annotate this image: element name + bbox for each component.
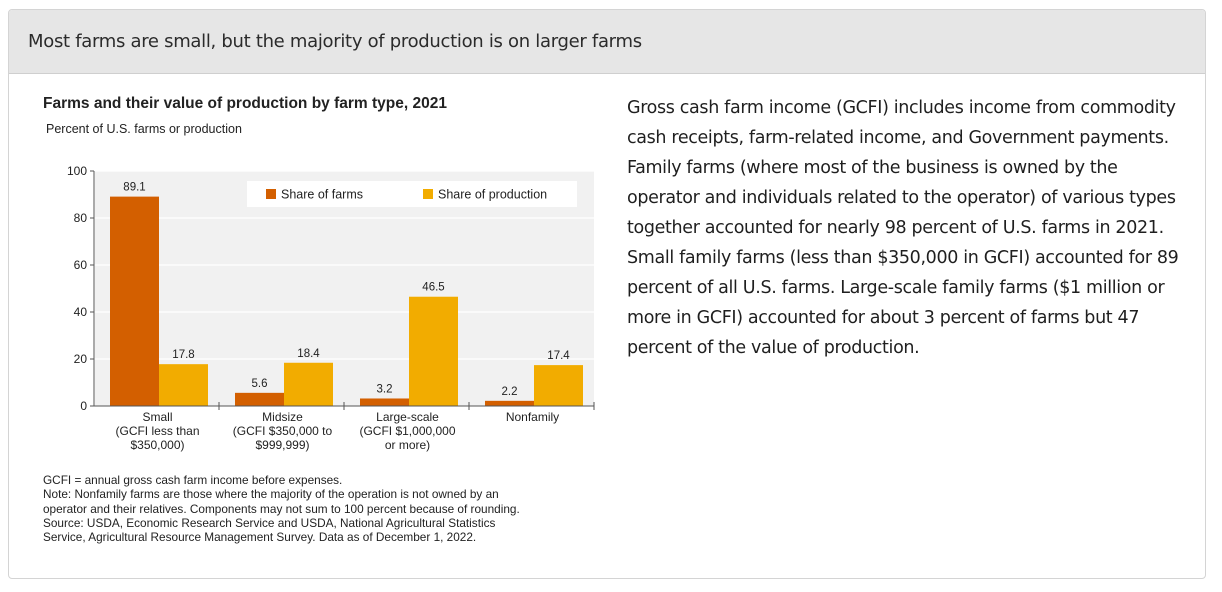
card-title: Most farms are small, but the majority o…: [28, 31, 642, 52]
legend-box: [247, 181, 577, 207]
legend-label: Share of farms: [281, 188, 363, 202]
chart-title: Farms and their value of production by f…: [43, 95, 447, 112]
y-tick-label: 100: [67, 164, 87, 178]
chart-notes: GCFI = annual gross cash farm income bef…: [43, 473, 603, 544]
legend-swatch: [423, 189, 433, 199]
legend-swatch: [266, 189, 276, 199]
x-tick-label: or more): [385, 438, 430, 452]
bar-share-of-production: [409, 296, 458, 406]
chart-y-axis-label: Percent of U.S. farms or production: [46, 122, 242, 136]
x-tick-label: Large-scale: [376, 410, 439, 424]
description-paragraph: Gross cash farm income (GCFI) includes i…: [627, 98, 1179, 358]
bar-share-of-farms: [485, 400, 534, 406]
bar-share-of-production: [284, 362, 333, 406]
data-label: 46.5: [422, 282, 444, 294]
x-tick-label: (GCFI less than: [115, 424, 199, 438]
y-tick-label: 60: [74, 258, 88, 272]
x-tick-label: $350,000): [130, 438, 184, 452]
chart-figure: Farms and their value of production by f…: [30, 90, 610, 550]
bar-chart: Share of farms Share of production 89.1 17.…: [67, 164, 595, 452]
card-header: Most farms are small, but the majority o…: [9, 10, 1205, 74]
data-label: 5.6: [252, 378, 268, 390]
y-tick-label: 40: [74, 305, 88, 319]
data-label: 3.2: [377, 383, 393, 395]
x-tick-label: $999,999): [255, 438, 309, 452]
x-tick-label: Nonfamily: [506, 410, 559, 424]
bar-share-of-production: [159, 364, 208, 406]
x-tick-label: (GCFI $1,000,000: [359, 424, 455, 438]
data-label: 2.2: [502, 386, 518, 398]
bar-share-of-production: [534, 365, 583, 406]
chart-note-line: operator and their relatives. Components…: [43, 501, 520, 516]
bar-share-of-farms: [110, 196, 159, 406]
data-label: 89.1: [123, 182, 145, 194]
y-tick-label: 0: [80, 399, 87, 413]
x-tick-label: (GCFI $350,000 to: [233, 424, 333, 438]
data-label: 17.8: [172, 349, 194, 361]
chart-note-line: GCFI = annual gross cash farm income bef…: [43, 473, 343, 487]
chart-note-line: Source: USDA, Economic Research Service …: [43, 515, 496, 530]
bar-share-of-farms: [235, 392, 284, 406]
y-tick-label: 20: [74, 352, 88, 366]
bar-share-of-farms: [360, 398, 409, 406]
x-tick-label: Midsize: [262, 410, 303, 424]
x-tick-label: Small: [142, 410, 172, 424]
chart-note-line: Service, Agricultural Resource Managemen…: [43, 530, 477, 545]
data-label: 18.4: [297, 348, 320, 360]
legend-label: Share of production: [438, 188, 547, 202]
chart-note-line: Note: Nonfamily farms are those where th…: [43, 487, 499, 502]
y-tick-label: 80: [74, 211, 88, 225]
data-label: 17.4: [547, 350, 570, 362]
